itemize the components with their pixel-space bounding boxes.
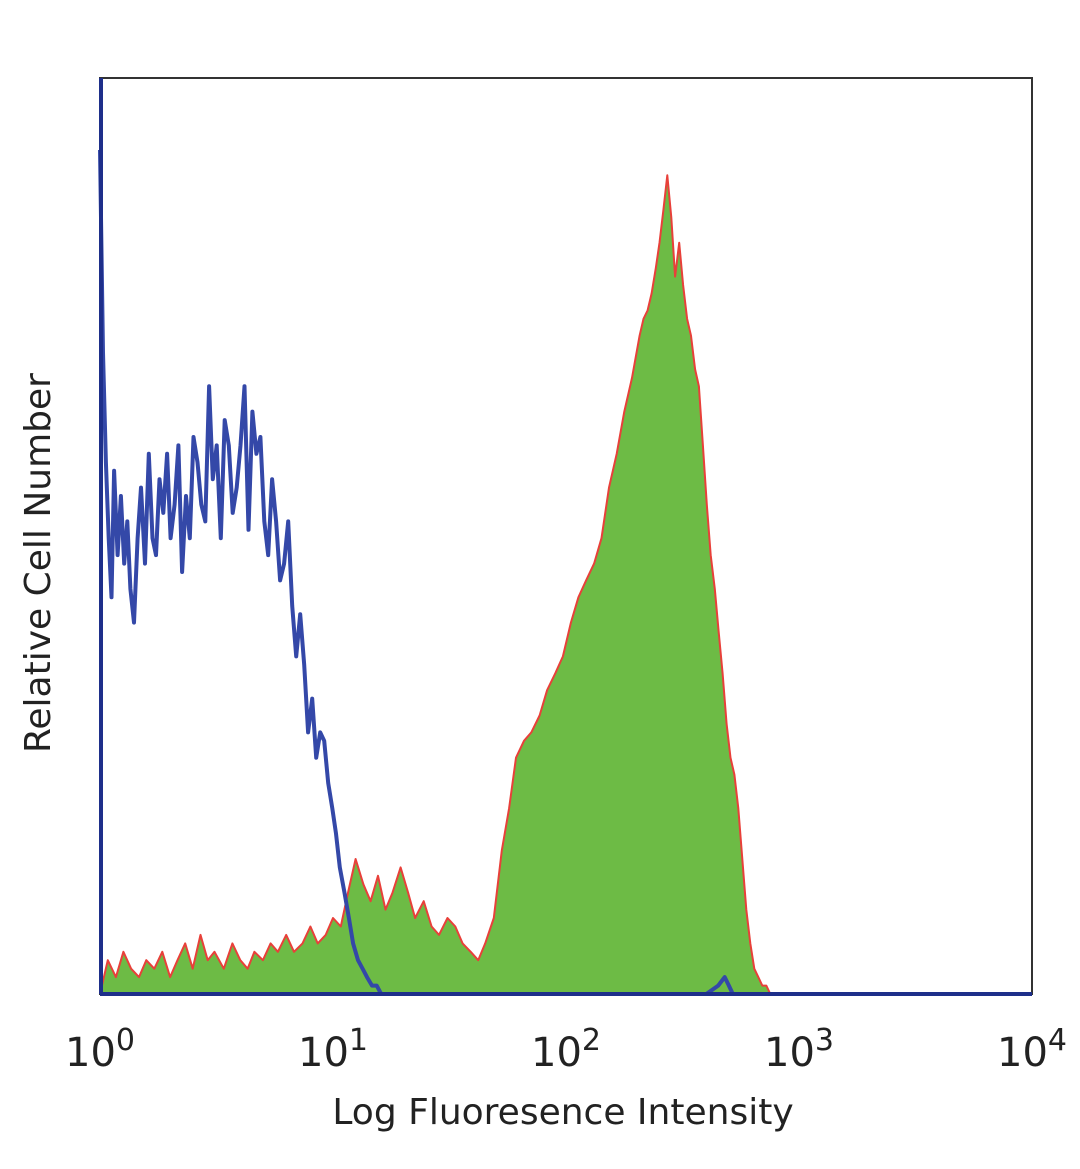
x-tick-label: 102	[531, 1023, 601, 1076]
x-tick-exponent: 4	[1048, 1023, 1067, 1058]
x-tick-label: 100	[65, 1023, 135, 1076]
x-tick-base: 10	[65, 1030, 116, 1076]
x-tick-exponent: 3	[815, 1023, 834, 1058]
x-tick-label: 103	[764, 1023, 834, 1076]
x-tick-labels: 100 101 102 103 104	[65, 1023, 1067, 1076]
x-tick-base: 10	[997, 1030, 1048, 1076]
x-axis-title: Log Fluoresence Intensity	[332, 1092, 793, 1133]
filled-histogram-series	[99, 174, 790, 995]
x-tick-label: 104	[997, 1023, 1067, 1076]
x-tick-base: 10	[531, 1030, 582, 1076]
control-histogram-line	[98, 149, 741, 996]
x-tick-label: 101	[298, 1023, 368, 1076]
x-tick-exponent: 0	[116, 1023, 135, 1058]
series-layer	[98, 149, 790, 996]
x-tick-exponent: 1	[349, 1023, 368, 1058]
x-tick-base: 10	[298, 1030, 349, 1076]
x-tick-base: 10	[764, 1030, 815, 1076]
x-tick-exponent: 2	[582, 1023, 601, 1058]
y-axis-title: Relative Cell Number	[18, 373, 59, 753]
